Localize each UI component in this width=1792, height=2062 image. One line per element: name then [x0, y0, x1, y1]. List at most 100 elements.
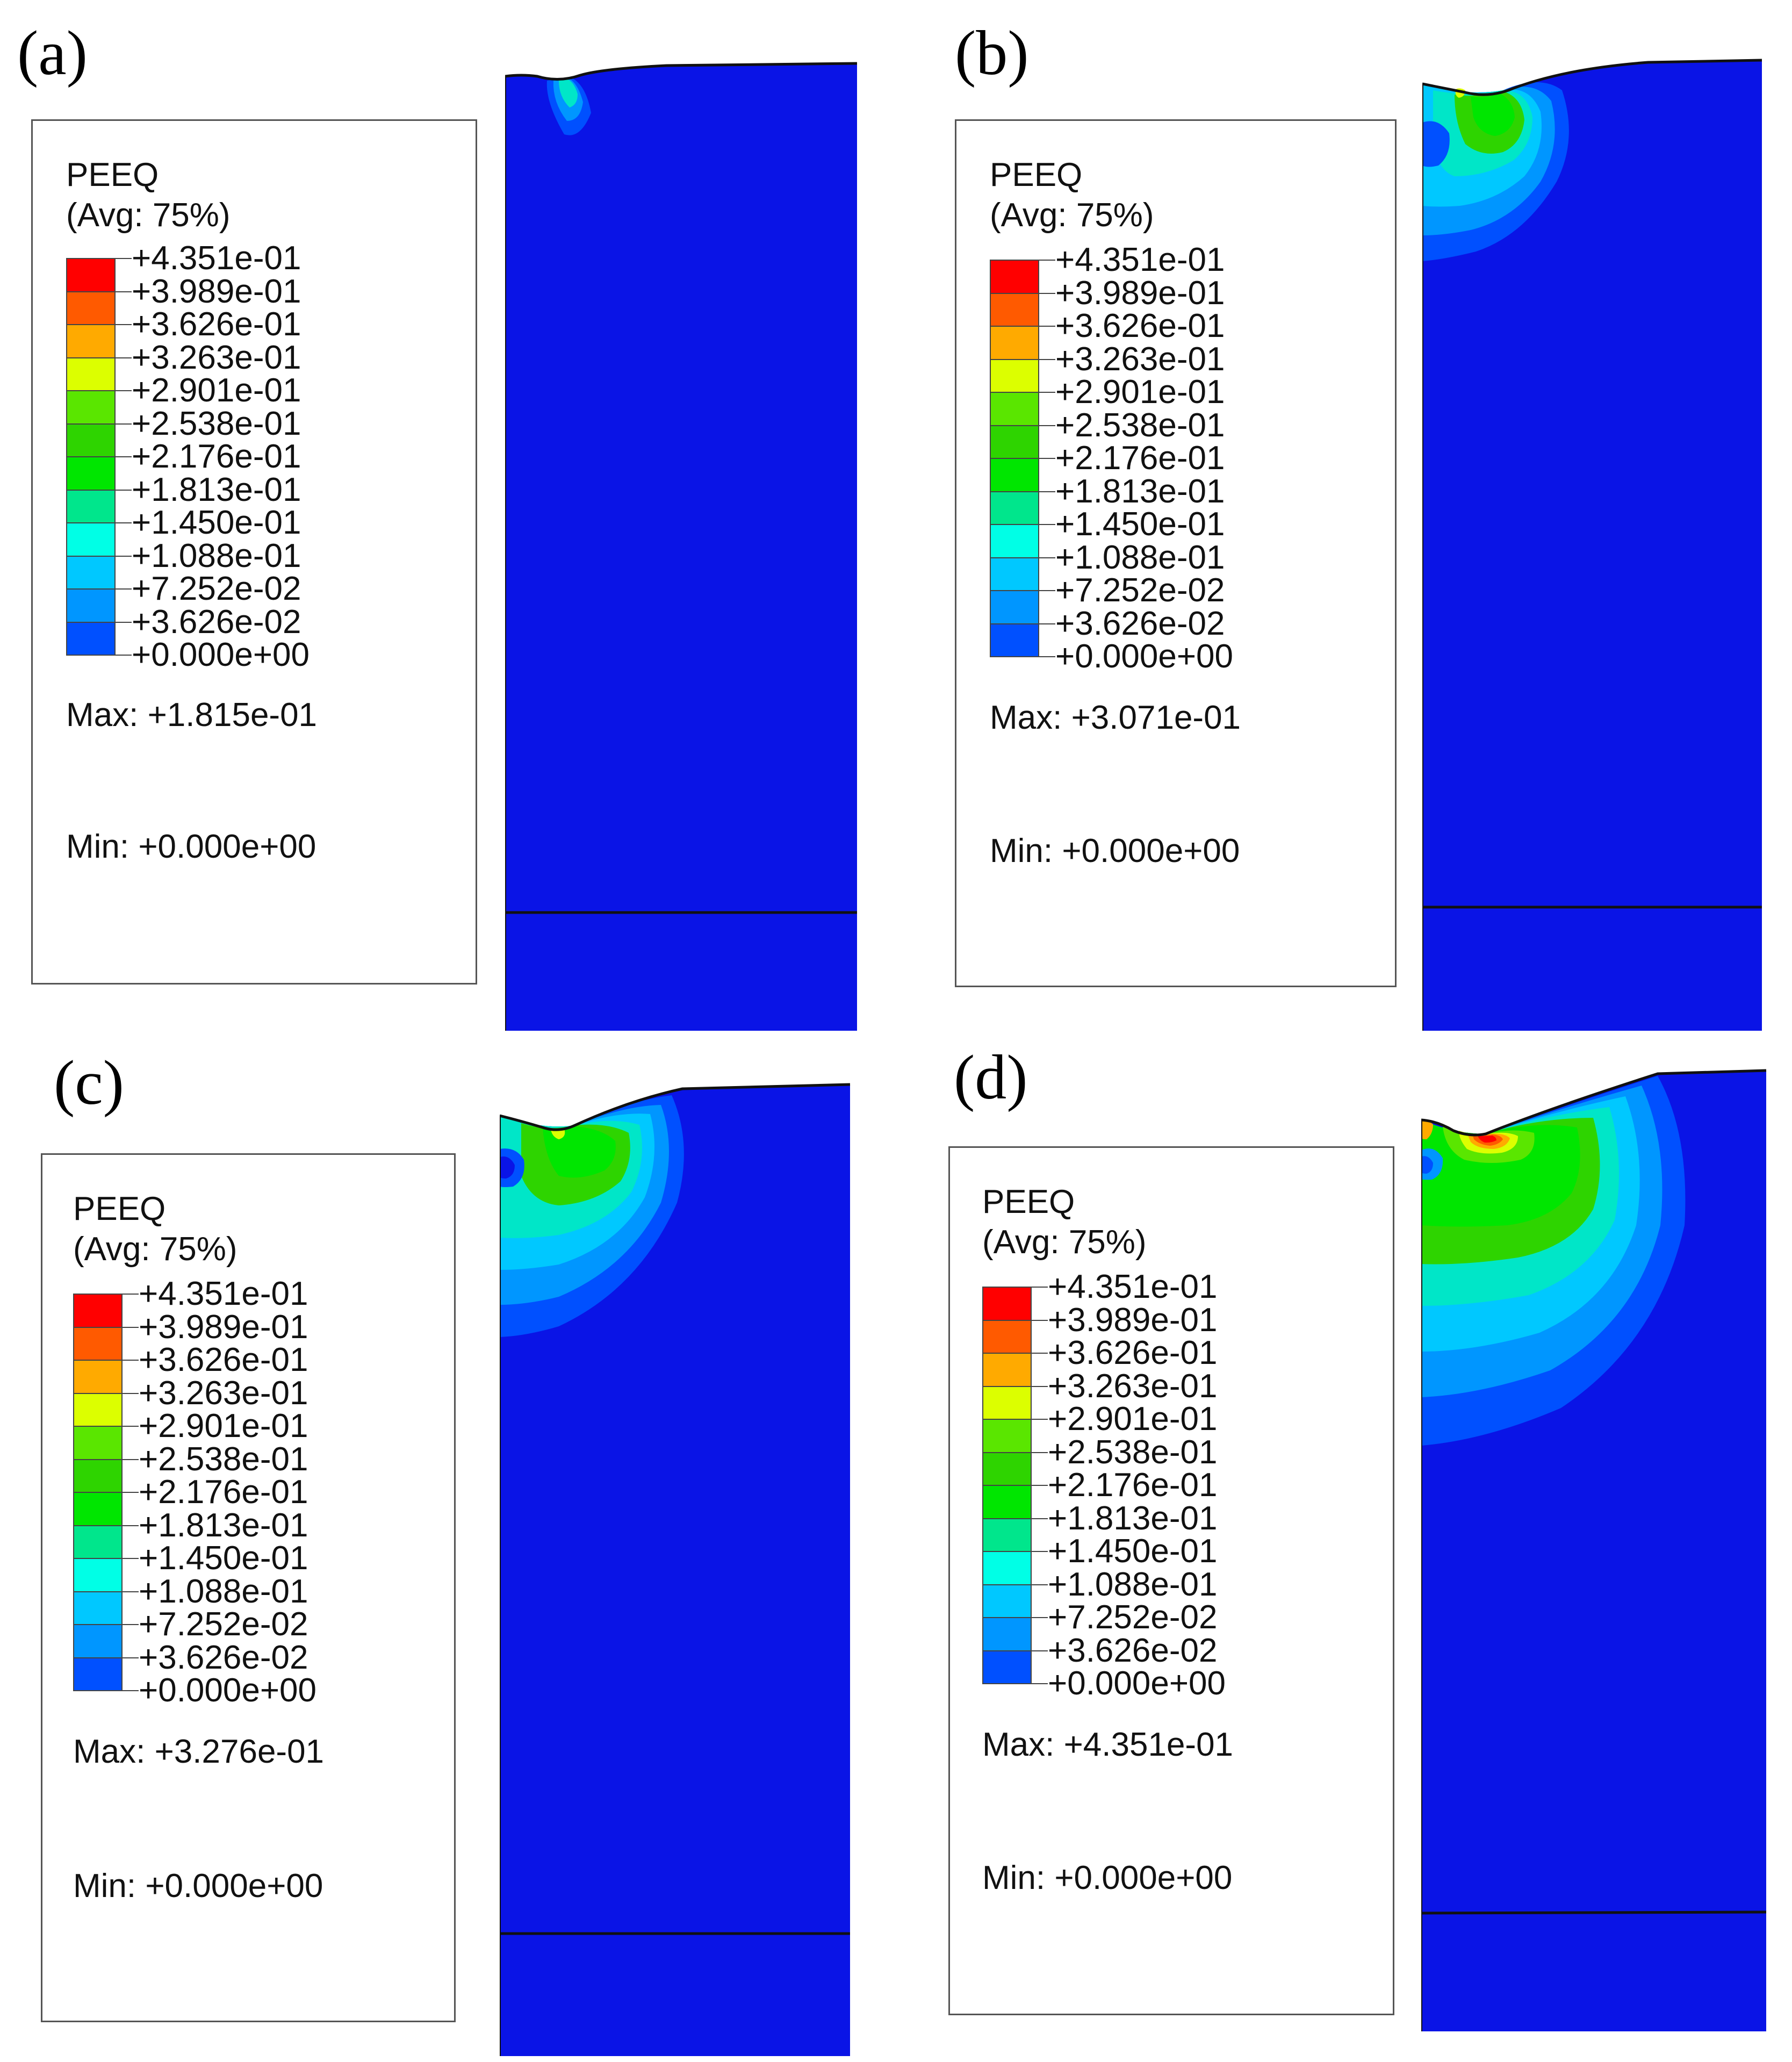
colorbar-tick — [123, 1525, 139, 1526]
panel-label: (d) — [954, 1042, 1028, 1112]
colorbar-tick-label: +4.351e-01 — [139, 1275, 308, 1312]
colorbar-swatch — [66, 291, 116, 324]
colorbar-tick-label: +7.252e-02 — [1055, 572, 1225, 609]
colorbar-tick-label: +0.000e+00 — [1055, 638, 1234, 675]
colorbar-tick-label: +3.263e-01 — [132, 339, 301, 376]
colorbar-tick-label: +1.813e-01 — [1055, 472, 1225, 510]
colorbar-tick-label: +0.000e+00 — [132, 636, 310, 673]
colorbar-tick-label: +3.989e-01 — [132, 272, 301, 310]
colorbar-swatch — [982, 1319, 1032, 1353]
colorbar-swatch — [66, 357, 116, 390]
colorbar-swatch — [73, 1360, 123, 1393]
colorbar-tick — [1032, 1617, 1048, 1618]
colorbar-swatch — [982, 1650, 1032, 1684]
colorbar-tick — [116, 489, 132, 491]
colorbar-tick-label: +3.626e-01 — [1055, 307, 1225, 344]
colorbar-tick — [1039, 458, 1055, 459]
colorbar-tick — [1032, 1319, 1048, 1321]
colorbar-tick — [1039, 358, 1055, 360]
colorbar-tick — [116, 357, 132, 358]
colorbar-tick — [1039, 292, 1055, 294]
colorbar-tick-label: +3.263e-01 — [1048, 1367, 1218, 1405]
colorbar-tick-label: +7.252e-02 — [132, 570, 301, 607]
colorbar-swatch — [990, 425, 1039, 458]
model-outline — [1421, 1069, 1767, 1137]
colorbar-tick-label: +4.351e-01 — [132, 240, 301, 277]
colorbar-swatch — [982, 1584, 1032, 1617]
min-value: Min: +0.000e+00 — [990, 832, 1240, 870]
colorbar-swatch — [982, 1353, 1032, 1386]
min-value: Min: +0.000e+00 — [982, 1859, 1233, 1896]
colorbar-tick — [1039, 557, 1055, 558]
colorbar-tick — [1032, 1287, 1048, 1288]
colorbar-tick — [1039, 491, 1055, 492]
colorbar-tick — [1032, 1419, 1048, 1420]
colorbar-swatch — [66, 588, 116, 622]
colorbar-tick — [123, 1624, 139, 1625]
colorbar-tick — [1039, 260, 1055, 261]
simulation-contour — [500, 1083, 851, 2056]
legend-averaging: (Avg: 75%) — [66, 197, 231, 234]
colorbar-tick-label: +3.626e-01 — [139, 1341, 308, 1378]
contour-low-core-inner — [1421, 1156, 1433, 1174]
colorbar-tick — [1039, 524, 1055, 525]
colorbar-tick-label: +2.901e-01 — [1048, 1400, 1218, 1438]
colorbar-swatch — [66, 621, 116, 656]
max-value: Max: +4.351e-01 — [982, 1726, 1234, 1763]
colorbar-tick — [1032, 1353, 1048, 1354]
contour-low-core — [1422, 121, 1450, 167]
colorbar-tick-label: +7.252e-02 — [1048, 1599, 1218, 1636]
model-outline — [500, 1083, 851, 1131]
colorbar-tick — [1032, 1518, 1048, 1519]
colorbar-tick-label: +2.901e-01 — [132, 372, 301, 409]
colorbar-tick-label: +1.088e-01 — [1055, 538, 1225, 576]
colorbar-swatch — [990, 358, 1039, 392]
model-body — [1422, 60, 1762, 1031]
colorbar-swatch — [73, 1392, 123, 1426]
colorbar-tick-label: +3.263e-01 — [139, 1374, 308, 1412]
colorbar-swatch — [73, 1426, 123, 1459]
colorbar-swatch — [982, 1518, 1032, 1551]
legend-box: PEEQ (Avg: 75%) +4.351e-01 +3.989e-01 +3.6… — [955, 119, 1397, 987]
colorbar-tick — [1039, 656, 1055, 657]
colorbar-tick-label: +3.626e-02 — [1055, 605, 1225, 642]
colorbar-tick — [1032, 1452, 1048, 1453]
min-value: Min: +0.000e+00 — [66, 828, 316, 865]
contour-level-6 — [543, 1126, 616, 1178]
colorbar-swatch — [990, 623, 1039, 657]
colorbar-tick-label: +7.252e-02 — [139, 1606, 308, 1643]
panel-b: (b) PEEQ (Avg: 75%) +4.351e-01 +3.989e-01… — [896, 0, 1792, 1031]
colorbar-swatch — [982, 1419, 1032, 1452]
colorbar-tick — [116, 655, 132, 656]
colorbar-tick — [1032, 1683, 1048, 1684]
colorbar-tick-label: +2.901e-01 — [1055, 373, 1225, 411]
colorbar-tick — [123, 1294, 139, 1295]
colorbar-swatch — [73, 1624, 123, 1657]
colorbar-swatch — [66, 522, 116, 556]
contour-level-3 — [559, 78, 578, 107]
colorbar-tick — [123, 1690, 139, 1691]
colorbar-swatch — [73, 1558, 123, 1591]
contour-hotspot — [551, 1129, 565, 1139]
legend-box: PEEQ (Avg: 75%) +4.351e-01 +3.989e-01 +3.6… — [41, 1153, 456, 2022]
simulation-contour — [1422, 59, 1762, 1031]
colorbar-swatch — [66, 456, 116, 490]
colorbar-tick — [116, 258, 132, 259]
partition-line — [1421, 1910, 1767, 1915]
colorbar-tick — [116, 621, 132, 623]
colorbar-tick-label: +3.626e-01 — [1048, 1334, 1218, 1371]
colorbar-tick — [123, 1326, 139, 1328]
colorbar-swatch — [66, 555, 116, 588]
colorbar-tick-label: +3.626e-02 — [1048, 1632, 1218, 1669]
model-body — [500, 1084, 850, 2056]
colorbar-swatch — [73, 1294, 123, 1327]
colorbar-tick-label: +2.176e-01 — [132, 438, 301, 475]
legend-title: PEEQ — [73, 1190, 166, 1227]
panel-label: (b) — [955, 18, 1029, 88]
colorbar-tick-label: +1.450e-01 — [132, 504, 301, 541]
colorbar-tick-label: +2.538e-01 — [1048, 1433, 1218, 1471]
colorbar-swatch — [982, 1385, 1032, 1419]
colorbar-swatch — [73, 1492, 123, 1525]
colorbar-tick — [1032, 1551, 1048, 1552]
colorbar-tick — [116, 423, 132, 425]
